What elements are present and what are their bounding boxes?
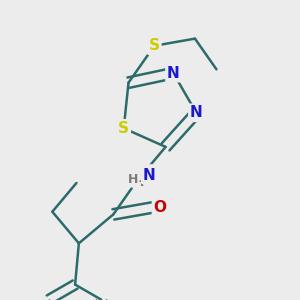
Text: N: N [167,66,180,81]
Text: H: H [128,173,138,186]
Text: N: N [143,167,156,182]
Text: H: H [134,176,145,189]
Text: N: N [145,166,158,181]
Text: O: O [154,200,166,215]
Text: S: S [118,121,129,136]
Text: N: N [190,105,203,120]
Text: S: S [149,38,160,53]
